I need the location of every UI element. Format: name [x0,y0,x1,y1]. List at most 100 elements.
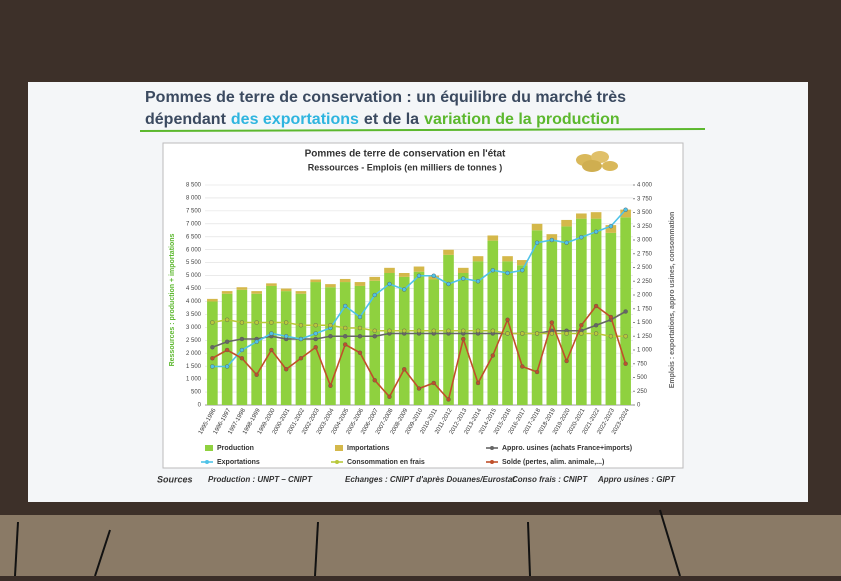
point [549,331,555,336]
point [328,323,333,328]
point [505,317,510,322]
point [475,380,481,386]
bar [398,276,410,405]
point [313,336,318,342]
point [461,336,466,342]
point [579,331,584,336]
y2-tick-label: 1 750 [637,306,653,312]
point [283,367,289,372]
point [269,347,274,353]
legend-label: Appro. usines (achats France+imports) [502,445,632,452]
title-part: dépendant [145,111,227,128]
bar [472,256,484,262]
bar [266,285,277,405]
bar [487,235,499,241]
y-tick-label: 2 000 [186,351,202,357]
y2-tick-label: 3 250 [637,224,653,230]
y-tick-label: 500 [191,390,202,396]
point [431,380,436,386]
point [372,334,377,339]
bar [207,301,218,405]
bar [266,283,277,286]
bar [487,240,499,405]
bar [413,271,425,405]
bar [443,249,454,255]
point [328,334,333,339]
point [579,235,584,240]
bar [576,218,587,405]
point [357,325,363,331]
point [461,328,466,333]
bar [546,234,558,241]
point [254,320,259,325]
y2-tick-label: 1 500 [637,320,653,326]
point [343,334,348,339]
point [475,279,481,284]
bar [310,279,322,283]
point [313,345,318,350]
slide-title: Pommes de terre de conservation : un équ… [145,89,626,106]
point [357,334,363,339]
source: Echanges : CNIPT d'après Douanes/Eurosta… [345,475,515,484]
point [357,350,363,355]
bar [502,256,513,262]
point [490,328,495,333]
point [210,364,215,369]
point [298,323,304,328]
title-rule [139,128,706,132]
bar [457,267,469,273]
point [402,287,407,292]
y-tick-label: 8 000 [186,196,202,202]
bar [354,282,366,286]
point [298,356,304,361]
y-tick-label: 7 500 [186,208,202,214]
point [298,336,304,342]
y-tick-label: 3 000 [186,325,202,331]
source: Conso frais : CNIPT [512,475,588,484]
y2-tick-label: 2 000 [637,293,653,299]
point [224,339,230,344]
bar [384,273,395,405]
point [623,309,628,314]
y2-tick-label: 1 000 [637,348,653,354]
y2-axis-label: Emplois : exportations, appro usines, co… [669,212,676,389]
bar [561,226,572,405]
point [431,273,436,278]
point [224,317,230,322]
point [343,325,348,331]
point [269,331,274,336]
point [254,339,259,344]
point [387,328,392,333]
bar [590,212,602,219]
source: Appro usines : GIPT [597,475,676,484]
bar [207,298,218,302]
point [608,314,614,320]
bar [516,260,528,266]
potatoes [576,151,618,172]
point [343,303,348,309]
point [328,383,333,388]
y-axis-label: Ressources : production + importations [169,233,176,366]
point [505,270,510,276]
point [446,281,451,287]
point [254,372,259,377]
bar [325,287,336,405]
bar [251,291,262,294]
bar [236,287,248,290]
y-tick-label: 8 500 [186,183,202,189]
title-part: et de la [364,111,419,128]
legend-label: Solde (pertes, alim. animale,...) [502,459,604,466]
point [416,328,422,333]
point [623,207,628,212]
bar [354,285,366,405]
point [372,292,377,298]
point [461,276,466,281]
point [269,320,274,325]
y-tick-label: 5 500 [186,260,202,266]
point [402,367,407,372]
bar [561,219,572,227]
y2-tick-label: 0 [637,403,641,409]
point [446,328,451,333]
bar [251,293,262,405]
y-tick-label: 4 500 [186,286,202,292]
